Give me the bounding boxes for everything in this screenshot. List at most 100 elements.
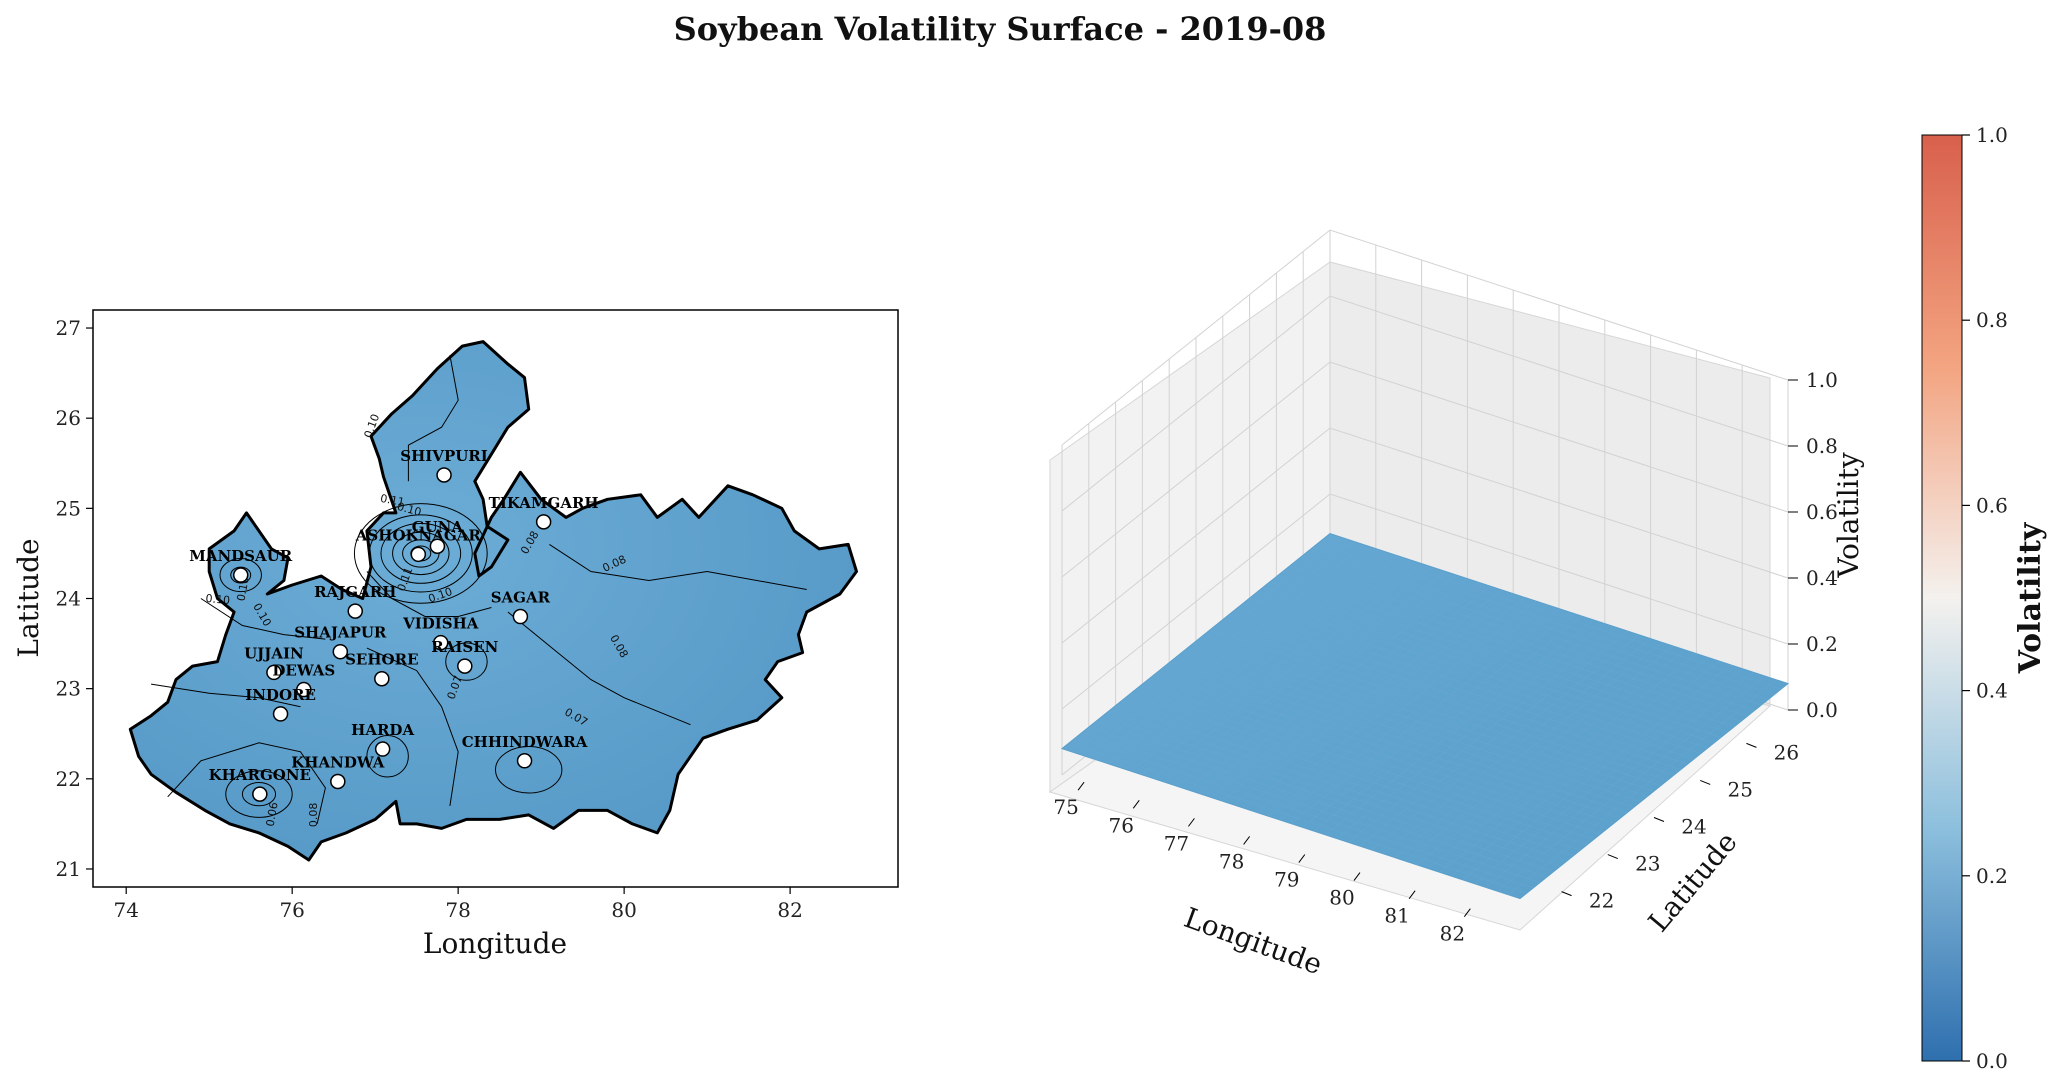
- contour-line: [507, 611, 691, 726]
- x3d-tick-label: 80: [1329, 886, 1354, 910]
- surface-mesh-line: [1276, 576, 1735, 727]
- district-label: DEWAS: [272, 662, 335, 680]
- surface-mesh-line: [1216, 624, 1675, 776]
- x3d-tick-mark: [1353, 872, 1361, 881]
- surface-mesh-line: [1485, 672, 1754, 888]
- contour-line: [366, 571, 492, 617]
- y3d-tick-label: 22: [1589, 889, 1614, 913]
- z3d-tick-label: 0.6: [1806, 500, 1838, 524]
- surface-mesh-line: [1256, 592, 1715, 744]
- district-marker: [429, 538, 446, 554]
- y-tick-label: 23: [56, 677, 81, 701]
- surface-mesh-line: [1496, 675, 1766, 892]
- district-label: SEHORE: [345, 651, 418, 669]
- surface-zlabel: Volatility: [1832, 452, 1865, 579]
- colorbar: 0.0 0.2 0.4 0.6 0.8 1.0 Volatility: [1921, 123, 2048, 1073]
- district-label: ASHOKNAGAR: [355, 526, 482, 544]
- x3d-tick-label: 78: [1219, 849, 1244, 873]
- x3d-tick-label: 79: [1274, 868, 1299, 892]
- y3d-tick-mark: [1700, 779, 1711, 785]
- surface-mesh-line: [1195, 640, 1655, 792]
- surface-mesh-line: [1302, 612, 1571, 828]
- figure-title: Soybean Volatility Surface - 2019-08: [674, 10, 1327, 48]
- grid-line: [1061, 427, 1789, 644]
- y-tick-label: 24: [56, 587, 81, 611]
- grid-line: [1061, 361, 1789, 578]
- surface-mesh-line: [1269, 581, 1728, 733]
- grid-line: [1061, 295, 1789, 512]
- contour-label: 0.10: [205, 592, 231, 607]
- contour-line: [445, 642, 488, 681]
- district-marker: [266, 664, 282, 681]
- district-label: SHIVPURI: [400, 447, 488, 465]
- district-label: VIDISHA: [402, 615, 479, 633]
- surface-mesh-line: [1242, 603, 1701, 754]
- z3d-tick-label: 0.2: [1806, 632, 1838, 656]
- z3d-tick-label: 0.4: [1806, 566, 1838, 590]
- contour-label: 0.06: [264, 801, 281, 827]
- y-tick-label: 22: [56, 767, 81, 791]
- volatility-surface: [1060, 533, 1790, 900]
- contour-line: [380, 523, 462, 584]
- map-xlabel: Longitude: [423, 927, 567, 960]
- colorbar-tick-label: 0.0: [1976, 1049, 2008, 1073]
- x3d-tick-label: 77: [1164, 831, 1189, 855]
- ticks-3d: 75 76 77 78 79 80 81 82 22 23 24 25 26 0.0 0.2 0.4 0.6 0.…: [1053, 368, 1837, 946]
- surface-mesh-line: [1336, 623, 1605, 839]
- map-y-ticks: 21 22 23 24 25 26 27: [56, 316, 93, 881]
- district-label: TIKAMGARH: [489, 494, 599, 512]
- district-label: MANDSAUR: [189, 547, 293, 565]
- x3d-tick-mark: [1298, 854, 1306, 863]
- state-boundary: [128, 340, 858, 862]
- state-outline: [128, 340, 858, 862]
- contour-line: [366, 735, 409, 778]
- surface-mesh-line: [1382, 638, 1651, 854]
- x3d-tick-mark: [1188, 818, 1195, 827]
- x-tick-label: 74: [113, 898, 138, 922]
- district-label: HARDA: [351, 721, 414, 739]
- surface-mesh-line: [1462, 664, 1731, 881]
- x3d-tick-label: 82: [1440, 922, 1465, 946]
- surface-mesh-line: [1296, 560, 1755, 711]
- y3d-tick-label: 23: [1635, 852, 1660, 876]
- surface-mesh-line: [1474, 668, 1743, 884]
- surface-mesh-line: [1508, 679, 1777, 896]
- surface-mesh-line: [1416, 649, 1686, 866]
- surface-mesh-line: [1202, 635, 1661, 787]
- surface-mesh-line: [1283, 570, 1742, 722]
- y-tick-label: 21: [56, 857, 81, 881]
- district-label: INDORE: [245, 686, 316, 704]
- district-label: CHHINDWARA: [462, 733, 588, 751]
- district-marker: [296, 681, 312, 698]
- district-label: KHANDWA: [291, 754, 384, 772]
- surface-mesh-line: [1323, 538, 1782, 690]
- district-marker: [512, 608, 529, 625]
- x3d-tick-label: 75: [1053, 795, 1078, 819]
- y-tick-label: 27: [56, 316, 81, 340]
- surface-mesh-line: [1316, 544, 1775, 695]
- y3d-tick-mark: [1561, 891, 1572, 897]
- district-marker: [374, 670, 390, 687]
- contour-label: 0.11: [379, 492, 405, 509]
- colorbar-gradient: [1921, 134, 1963, 1062]
- surface-mesh-line: [1393, 642, 1663, 858]
- surface-mesh-line: [1439, 657, 1709, 873]
- contour-line: [366, 647, 459, 806]
- x-tick-label: 76: [279, 898, 304, 922]
- colorbar-ticks: 0.0 0.2 0.4 0.6 0.8 1.0: [1962, 123, 2008, 1073]
- district-label: SHAJAPUR: [294, 624, 387, 642]
- y-tick-label: 25: [56, 496, 81, 520]
- surface-mesh-line: [1359, 630, 1628, 847]
- colorbar-tick-label: 1.0: [1976, 123, 2008, 147]
- y3d-tick-label: 25: [1727, 777, 1752, 801]
- contour-line: [225, 770, 293, 818]
- colorbar-label: Volatility: [2013, 521, 2048, 674]
- district-label: RAJGARH: [314, 583, 396, 601]
- x-tick-label: 78: [445, 898, 470, 922]
- district-marker: [457, 658, 473, 674]
- contour-line: [167, 742, 326, 825]
- surface-mesh-line: [1370, 634, 1640, 851]
- district-marker: [436, 467, 452, 483]
- surface-mesh-line: [1249, 597, 1708, 749]
